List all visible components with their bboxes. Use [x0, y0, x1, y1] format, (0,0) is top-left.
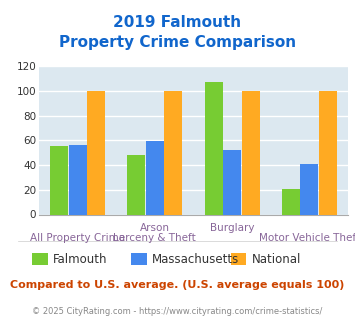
Bar	[87, 91, 105, 214]
Text: National: National	[252, 252, 301, 266]
Text: Motor Vehicle Theft: Motor Vehicle Theft	[259, 233, 355, 243]
Bar	[50, 147, 68, 214]
Bar	[164, 91, 182, 214]
Bar	[282, 188, 300, 214]
Text: Burglary: Burglary	[210, 223, 255, 233]
Text: Larceny & Theft: Larceny & Theft	[113, 233, 196, 243]
Text: Property Crime Comparison: Property Crime Comparison	[59, 35, 296, 50]
Bar	[300, 164, 318, 214]
Text: © 2025 CityRating.com - https://www.cityrating.com/crime-statistics/: © 2025 CityRating.com - https://www.city…	[32, 307, 323, 316]
Bar	[146, 142, 164, 214]
Bar	[319, 91, 337, 214]
Bar	[223, 150, 241, 214]
Bar	[204, 82, 223, 214]
Text: 2019 Falmouth: 2019 Falmouth	[114, 15, 241, 30]
Bar	[127, 155, 145, 214]
Bar	[242, 91, 260, 214]
Text: Arson: Arson	[140, 223, 170, 233]
Text: Compared to U.S. average. (U.S. average equals 100): Compared to U.S. average. (U.S. average …	[10, 280, 345, 290]
Text: Massachusetts: Massachusetts	[152, 252, 240, 266]
Bar	[69, 145, 87, 214]
Text: Falmouth: Falmouth	[53, 252, 108, 266]
Text: All Property Crime: All Property Crime	[30, 233, 125, 243]
